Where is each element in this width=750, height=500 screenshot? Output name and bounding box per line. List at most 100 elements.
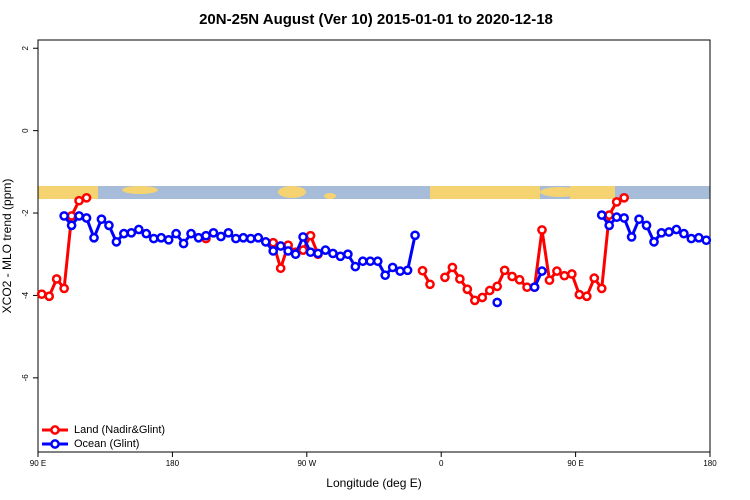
- plot-frame: [37, 39, 711, 453]
- data-point: [66, 211, 77, 221]
- data-point: [66, 220, 77, 231]
- data-point: [671, 224, 682, 235]
- data-point: [574, 289, 585, 300]
- data-point: [148, 233, 159, 244]
- x-tick-label: 90 E: [567, 459, 583, 468]
- data-point: [552, 266, 562, 276]
- y-tick-label: 2: [21, 45, 30, 50]
- data-point: [604, 220, 615, 231]
- map-strip: [38, 186, 710, 199]
- data-point: [245, 233, 256, 244]
- data-point: [216, 231, 226, 242]
- data-point: [89, 232, 99, 243]
- data-point: [417, 265, 428, 276]
- data-point: [208, 227, 219, 238]
- data-point: [193, 232, 204, 243]
- data-point: [537, 225, 547, 235]
- data-point: [36, 289, 47, 300]
- data-point: [223, 227, 234, 238]
- data-point: [133, 224, 144, 235]
- data-point: [328, 248, 338, 259]
- data-point: [589, 273, 600, 283]
- x-tick-label: 0: [439, 459, 444, 468]
- data-point: [425, 279, 435, 290]
- y-tick-label: 0: [21, 128, 30, 133]
- data-point: [350, 261, 361, 272]
- data-point: [559, 270, 570, 281]
- data-point: [51, 274, 62, 284]
- data-point: [664, 227, 674, 237]
- data-point: [455, 274, 465, 284]
- data-point: [141, 228, 152, 239]
- data-point: [178, 238, 189, 249]
- data-point: [313, 248, 323, 259]
- data-point: [469, 295, 480, 306]
- data-point: [492, 281, 503, 292]
- data-point: [492, 297, 503, 308]
- data-point: [499, 265, 510, 276]
- data-point: [320, 245, 331, 255]
- data-point: [201, 230, 211, 241]
- x-tick-label: 180: [703, 459, 717, 468]
- data-point: [701, 235, 712, 246]
- data-point: [649, 237, 659, 247]
- data-point: [305, 230, 316, 241]
- data-point: [634, 214, 644, 225]
- data-point: [290, 249, 301, 260]
- data-point: [268, 246, 279, 256]
- data-point: [260, 237, 271, 247]
- data-point: [268, 237, 279, 248]
- x-tick-label: 180: [166, 459, 180, 468]
- data-point: [238, 232, 249, 243]
- data-point: [447, 262, 458, 273]
- data-point: [305, 247, 316, 258]
- data-point: [372, 256, 383, 267]
- data-point: [604, 210, 615, 220]
- data-point: [81, 213, 92, 223]
- data-point: [686, 233, 697, 244]
- legend-label: Land (Nadir&Glint): [74, 424, 165, 436]
- data-point: [544, 275, 555, 286]
- x-tick-label: 90 W: [297, 459, 316, 468]
- data-point: [59, 211, 69, 221]
- data-point: [619, 213, 629, 223]
- data-point: [283, 246, 293, 256]
- data-point: [298, 245, 308, 255]
- data-point: [611, 197, 622, 207]
- data-point: [380, 270, 391, 281]
- y-tick-label: -4: [21, 291, 30, 299]
- data-point: [126, 227, 137, 238]
- data-point: [596, 283, 607, 294]
- data-point: [59, 283, 69, 294]
- data-point: [96, 214, 107, 225]
- data-point: [440, 272, 450, 283]
- y-tick-label: -6: [21, 374, 30, 382]
- data-point: [387, 262, 398, 273]
- data-point: [44, 291, 55, 302]
- legend-marker: [50, 425, 60, 435]
- x-tick-label: 90 E: [30, 459, 46, 468]
- data-point: [626, 232, 637, 242]
- data-point: [171, 228, 181, 239]
- data-point: [619, 192, 629, 203]
- data-point: [365, 256, 376, 267]
- y-axis-label: XCO2 - MLO trend (ppm): [0, 179, 14, 314]
- data-point: [275, 241, 286, 251]
- y-tick-label: -2: [21, 209, 30, 217]
- legend-label: Ocean (Glint): [74, 438, 139, 450]
- data-point: [529, 282, 540, 293]
- data-point: [581, 291, 592, 302]
- data-point: [611, 212, 622, 223]
- data-point: [81, 192, 92, 203]
- data-point: [679, 228, 689, 239]
- data-point: [641, 220, 652, 231]
- data-point: [119, 228, 129, 239]
- data-point: [514, 274, 525, 285]
- data-point: [253, 232, 264, 243]
- data-point: [357, 256, 368, 267]
- data-point: [156, 232, 167, 243]
- data-point: [343, 249, 353, 260]
- data-point: [477, 292, 488, 303]
